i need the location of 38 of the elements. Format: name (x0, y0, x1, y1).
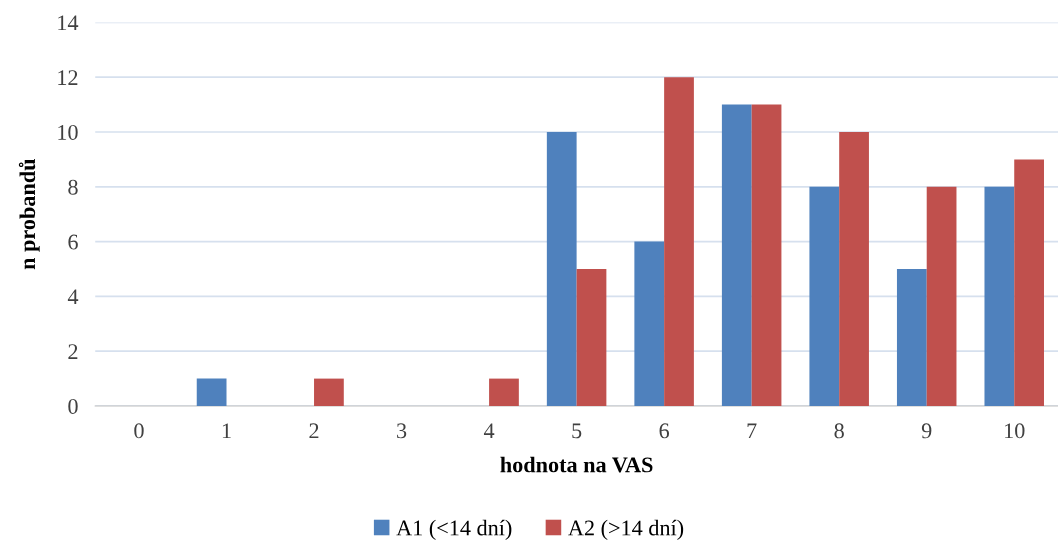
bar (809, 186, 840, 406)
x-tick-label: 6 (659, 423, 670, 439)
bar (751, 104, 782, 406)
y-tick-label: 12 (58, 70, 78, 85)
y-axis-title: n probandů (18, 159, 40, 270)
x-tick-label: 9 (921, 423, 932, 439)
x-tick-label: 10 (1005, 423, 1025, 439)
x-tick-label: 5 (572, 423, 582, 439)
bar (576, 269, 607, 406)
bar (926, 186, 957, 406)
y-tick-label: 6 (68, 234, 78, 250)
bar (664, 77, 694, 406)
y-tick-label: 2 (68, 344, 78, 359)
bar (634, 241, 665, 406)
x-tick-label: 2 (309, 423, 319, 439)
x-axis-title: hodnota na VAS (500, 456, 653, 473)
bar (984, 186, 1015, 406)
x-tick-label: 3 (397, 423, 407, 439)
x-tick-label: 8 (834, 423, 844, 439)
bar (314, 378, 344, 406)
bar (489, 378, 519, 406)
y-tick-label: 14 (58, 15, 79, 31)
x-tick-label: 1 (222, 423, 231, 439)
bar (1014, 159, 1044, 406)
y-tick-label: 4 (67, 289, 79, 305)
x-tick-label: 0 (134, 423, 144, 439)
bar (896, 269, 927, 406)
bar (546, 132, 577, 406)
bar (196, 378, 227, 406)
y-tick-label: 10 (58, 124, 78, 140)
bar (839, 132, 869, 406)
x-tick-label: 7 (747, 423, 757, 439)
legend-label: A1 (<14 dní) (396, 519, 512, 540)
y-tick-label: 0 (68, 398, 78, 414)
y-tick-label: 8 (68, 179, 78, 195)
x-tick-label: 4 (483, 423, 495, 439)
bar (721, 104, 752, 406)
legend-label: A2 (>14 dní) (568, 519, 684, 540)
